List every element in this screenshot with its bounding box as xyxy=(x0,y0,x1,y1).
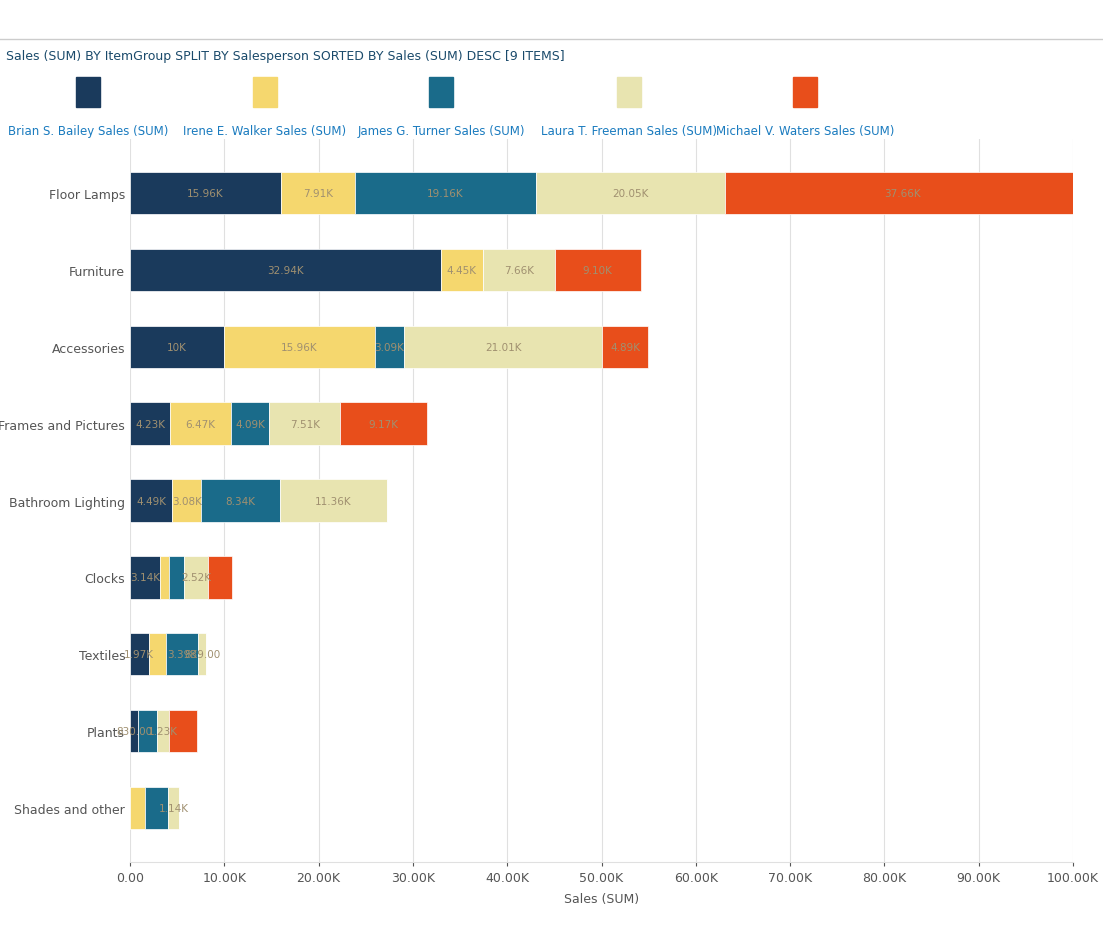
Text: 6.47K: 6.47K xyxy=(185,419,215,429)
Bar xyxy=(404,326,602,369)
Bar xyxy=(280,480,387,522)
Bar xyxy=(169,787,179,830)
Text: 4.09K: 4.09K xyxy=(235,419,265,429)
Text: Irene E. Walker Sales (SUM): Irene E. Walker Sales (SUM) xyxy=(183,125,346,138)
Bar xyxy=(269,403,341,445)
Bar xyxy=(130,787,146,830)
Bar xyxy=(130,710,138,753)
Text: 1.23K: 1.23K xyxy=(148,727,178,736)
Bar xyxy=(158,710,169,753)
Text: 7.51K: 7.51K xyxy=(290,419,320,429)
Text: 10K: 10K xyxy=(168,342,188,352)
Bar xyxy=(130,249,440,292)
Bar xyxy=(184,556,208,599)
Text: 3.08K: 3.08K xyxy=(172,496,202,506)
Bar xyxy=(130,326,224,369)
Text: 37.66K: 37.66K xyxy=(885,189,921,198)
Text: 21.01K: 21.01K xyxy=(484,342,522,352)
Text: 15.96K: 15.96K xyxy=(186,189,224,198)
Text: 1.97K: 1.97K xyxy=(125,650,154,659)
Bar xyxy=(138,710,158,753)
Text: 8.34K: 8.34K xyxy=(226,496,256,506)
Bar xyxy=(130,633,149,676)
Text: 15.96K: 15.96K xyxy=(281,342,318,352)
Text: 839.00: 839.00 xyxy=(184,650,221,659)
Bar xyxy=(355,172,536,215)
Text: 3.09K: 3.09K xyxy=(374,342,405,352)
Text: 7.66K: 7.66K xyxy=(504,266,534,275)
Bar xyxy=(149,633,167,676)
Bar xyxy=(375,326,404,369)
Bar xyxy=(172,480,202,522)
Bar xyxy=(536,172,725,215)
X-axis label: Sales (SUM): Sales (SUM) xyxy=(564,893,639,906)
Bar xyxy=(169,710,196,753)
Text: Sales (SUM) BY ItemGroup SPLIT BY Salesperson SORTED BY Sales (SUM) DESC [9 ITEM: Sales (SUM) BY ItemGroup SPLIT BY Salesp… xyxy=(6,50,564,63)
Bar xyxy=(130,480,172,522)
Bar xyxy=(202,480,280,522)
Text: 4.89K: 4.89K xyxy=(610,342,640,352)
Text: 3.39K: 3.39K xyxy=(168,650,197,659)
Text: 20.05K: 20.05K xyxy=(612,189,649,198)
Text: 9.10K: 9.10K xyxy=(582,266,612,275)
Bar xyxy=(167,633,199,676)
Bar xyxy=(440,249,483,292)
Bar xyxy=(341,403,427,445)
Text: James G. Turner Sales (SUM): James G. Turner Sales (SUM) xyxy=(357,125,525,138)
Bar xyxy=(170,556,184,599)
Text: 830.00: 830.00 xyxy=(116,727,152,736)
Bar xyxy=(146,787,169,830)
Text: Michael V. Waters Sales (SUM): Michael V. Waters Sales (SUM) xyxy=(716,125,895,138)
Text: 32.94K: 32.94K xyxy=(267,266,303,275)
Bar xyxy=(602,326,649,369)
Bar xyxy=(199,633,206,676)
Bar xyxy=(224,326,375,369)
Text: 3.14K: 3.14K xyxy=(130,573,160,583)
Text: Laura T. Freeman Sales (SUM): Laura T. Freeman Sales (SUM) xyxy=(540,125,717,138)
Bar xyxy=(555,249,641,292)
Bar xyxy=(208,556,233,599)
Bar xyxy=(231,403,269,445)
Text: Brian S. Bailey Sales (SUM): Brian S. Bailey Sales (SUM) xyxy=(8,125,169,138)
Text: 9.17K: 9.17K xyxy=(368,419,398,429)
Text: 11.36K: 11.36K xyxy=(315,496,352,506)
Text: 2.52K: 2.52K xyxy=(181,573,211,583)
Text: 19.16K: 19.16K xyxy=(427,189,463,198)
Bar xyxy=(725,172,1080,215)
Bar xyxy=(280,172,355,215)
Bar xyxy=(160,556,170,599)
Bar xyxy=(130,556,160,599)
Bar xyxy=(483,249,555,292)
Text: 4.49K: 4.49K xyxy=(136,496,167,506)
Text: 7.91K: 7.91K xyxy=(303,189,333,198)
Bar xyxy=(170,403,231,445)
Text: 4.45K: 4.45K xyxy=(447,266,476,275)
Bar xyxy=(130,403,170,445)
Text: 1.14K: 1.14K xyxy=(159,803,189,813)
Text: 4.23K: 4.23K xyxy=(135,419,165,429)
Bar xyxy=(130,172,280,215)
